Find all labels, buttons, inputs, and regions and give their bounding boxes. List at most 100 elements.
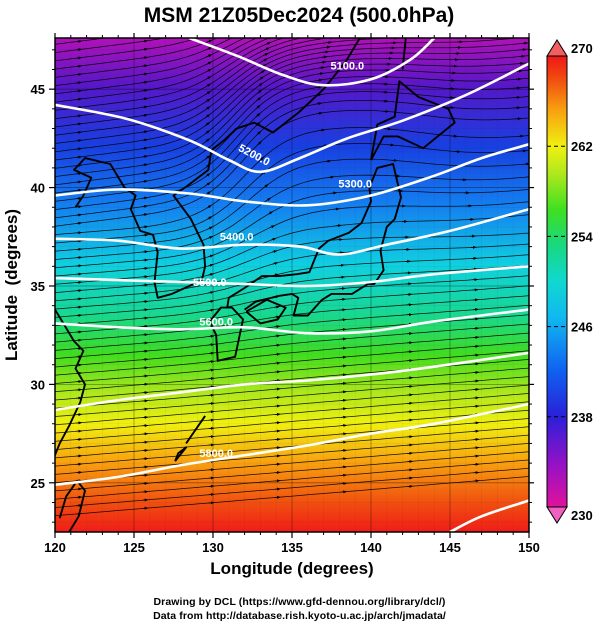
wind-arrow [316,102,323,106]
wind-arrow [274,315,281,319]
wind-arrow [328,175,335,179]
wind-arrow [261,58,268,62]
wind-arrow [274,404,281,408]
wind-arrow [76,205,83,209]
wind-arrow [142,324,149,328]
wind-arrow [142,283,149,287]
wind-arrow [208,299,215,303]
x-tick-label: 140 [360,540,382,555]
height-contours [55,38,529,532]
wind-arrow [142,97,148,101]
colorbar-tick-label: 230 [571,508,593,523]
streamline [55,38,233,78]
wind-arrow [206,54,213,58]
wind-arrow [208,484,215,488]
wind-arrow [208,377,215,380]
streamline [55,38,199,62]
wind-arrow [142,308,149,312]
colorbar-ticks: 230 238 246 254 262 270 [547,41,593,523]
streamline [55,359,529,401]
wind-arrow [273,295,280,299]
streamline [55,434,529,475]
wind-arrow [76,163,83,167]
streamline [55,42,529,153]
wind-arrow [473,479,480,483]
wind-arrow [208,291,215,294]
wind-arrow [206,61,212,65]
x-tick-label: 145 [439,540,461,555]
wind-arrow [142,457,149,461]
streamline [55,69,529,186]
wind-arrow [388,143,395,147]
wind-arrow [76,196,83,200]
wind-arrow [340,364,347,368]
streamline [55,459,529,500]
streamline [55,62,529,177]
wind-arrow [407,476,414,480]
streamline [55,350,529,393]
wind-arrow [76,338,83,342]
wind-arrow [76,155,83,159]
wind-arrow [341,482,347,486]
wind-arrow [76,239,83,243]
chart-title: MSM 21Z05Dec2024 (500.0hPa) [144,4,455,27]
streamline [55,314,529,360]
wind-arrow [76,462,83,466]
wind-arrow [321,55,328,59]
wind-arrow [142,300,149,304]
wind-arrow [205,90,211,95]
x-axis: 120 125 130 135 140 145 150 [44,33,540,555]
wind-arrow [407,376,414,380]
coastline [245,298,287,325]
wind-arrow [142,179,148,183]
wind-arrow [76,313,83,317]
y-axis-label: Latitude (degrees) [2,209,21,361]
height-contour-line [55,207,529,256]
wind-arrow [142,47,148,51]
wind-arrow [449,116,456,120]
wind-arrow [529,13,535,14]
wind-arrow [516,69,523,73]
wind-arrow [76,188,83,192]
wind-arrow [406,332,413,336]
wind-arrow [257,82,263,87]
wind-arrow [142,113,148,117]
wind-arrow [317,72,324,76]
wind-arrow [255,104,261,110]
wind-arrow [256,89,263,94]
wind-arrow [208,334,215,338]
streamline [55,100,529,219]
colorbar-tick-label: 262 [571,139,593,154]
streamline [55,341,529,384]
wind-arrow [520,48,527,52]
wind-arrow [208,308,215,312]
wind-arrow [142,440,149,444]
colorbar-tick-label: 238 [571,410,593,425]
wind-arrow [142,155,148,159]
wind-arrow [142,171,148,175]
wind-arrow [274,334,281,338]
wind-arrow [259,156,264,162]
wind-arrow [338,263,345,267]
wind-arrow [525,31,531,32]
wind-arrow [76,147,83,151]
wind-arrow [76,180,83,184]
wind-arrow [319,128,326,132]
height-contour-line [55,308,529,335]
wind-arrow [340,415,347,419]
wind-arrow [319,66,325,70]
wind-arrow [76,504,83,507]
wind-arrow [340,390,347,394]
streamline [55,409,529,451]
wind-arrow [204,114,211,119]
wind-arrow [204,122,210,127]
wind-arrow [208,351,215,355]
wind-arrow [142,163,148,167]
wind-arrow [205,76,212,80]
wind-arrow [274,370,281,374]
wind-arrow [274,421,281,425]
wind-arrow [274,479,281,483]
height-contour-line [55,402,529,487]
streamline [55,243,529,302]
